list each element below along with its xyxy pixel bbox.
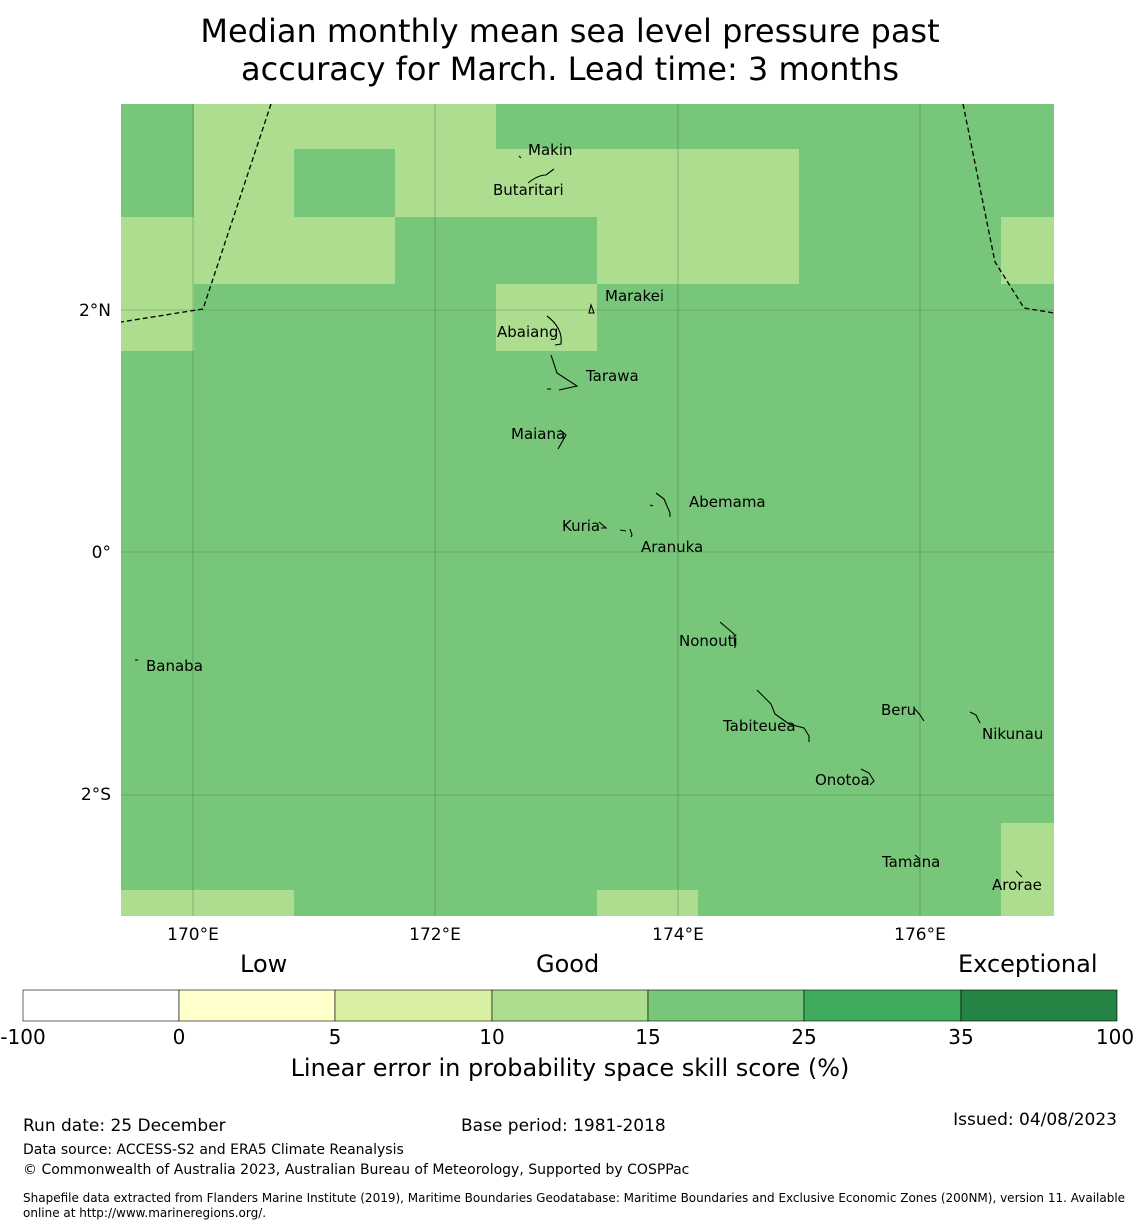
island-outlines: [135, 155, 1023, 878]
place-label: Beru: [881, 701, 916, 719]
lat-label: 0°: [92, 543, 111, 563]
skill-cell: [194, 104, 496, 149]
colorbar-tick: -100: [0, 1025, 46, 1049]
run-date: Run date: 25 December: [23, 1116, 226, 1136]
colorbar-tick: 15: [635, 1025, 661, 1049]
skill-cell: [121, 284, 194, 351]
colorbar-axis-title: Linear error in probability space skill …: [290, 1054, 850, 1082]
colorbar: [22, 989, 1118, 1022]
shapefile-credit: Shapefile data extracted from Flanders M…: [23, 1191, 1126, 1220]
eez-boundary-east: [962, 103, 1055, 314]
place-label: Nikunau: [982, 725, 1043, 743]
base-period: Base period: 1981-2018: [461, 1116, 666, 1136]
colorbar-tick: 5: [328, 1025, 342, 1049]
place-label: Onotoa: [815, 771, 870, 789]
data-source: Data source: ACCESS-S2 and ERA5 Climate …: [23, 1142, 404, 1158]
place-label: Maiana: [511, 425, 565, 443]
place-label: Tarawa: [585, 367, 639, 385]
skill-cell: [1001, 217, 1054, 284]
place-label: Tabiteuea: [722, 717, 796, 735]
lon-label: 172°E: [409, 925, 461, 945]
skill-cell: [1001, 823, 1054, 916]
place-label: Kuria: [562, 517, 600, 535]
lat-label: 2°S: [81, 785, 111, 805]
colorbar-tick: 0: [172, 1025, 186, 1049]
category-label-exceptional: Exceptional: [958, 950, 1098, 978]
skill-cell: [194, 149, 294, 217]
colorbar-tick: 100: [1095, 1025, 1135, 1049]
colorbar-swatch: [647, 989, 805, 1022]
chart-title-line-2: accuracy for March. Lead time: 3 months: [241, 50, 899, 88]
place-label: Tamana: [881, 853, 940, 871]
place-label: Butaritari: [493, 181, 564, 199]
colorbar-swatch: [803, 989, 962, 1022]
colorbar-swatch: [22, 989, 180, 1022]
colorbar-swatch: [334, 989, 493, 1022]
place-label: Abemama: [689, 493, 766, 511]
skill-cell: [395, 149, 799, 217]
place-label: Makin: [528, 141, 573, 159]
lon-label: 174°E: [652, 925, 704, 945]
place-label: Abaiang: [497, 323, 558, 341]
copyright: © Commonwealth of Australia 2023, Austra…: [23, 1162, 690, 1178]
lon-label: 170°E: [167, 925, 219, 945]
skill-cell: [597, 217, 799, 284]
colorbar-tick: 10: [479, 1025, 505, 1049]
colorbar-swatch: [960, 989, 1118, 1022]
place-label: Aranuka: [641, 538, 703, 556]
colorbar-tick: 35: [948, 1025, 974, 1049]
colorbar-swatch: [178, 989, 336, 1022]
gridlines: [121, 104, 1054, 916]
chart-title-line-1: Median monthly mean sea level pressure p…: [200, 12, 940, 50]
skill-cell: [496, 284, 597, 351]
category-label-low: Low: [240, 950, 288, 978]
place-label: Banaba: [146, 657, 203, 675]
skill-cell: [597, 890, 698, 916]
colorbar-tick: 25: [791, 1025, 817, 1049]
issued-date: Issued: 04/08/2023: [953, 1110, 1117, 1130]
category-label-good: Good: [536, 950, 600, 978]
lon-label: 176°E: [894, 925, 946, 945]
place-label: Arorae: [992, 876, 1042, 894]
skill-cell: [121, 890, 294, 916]
place-label: Nonouti: [679, 632, 738, 650]
place-label: Marakei: [605, 287, 664, 305]
lat-label: 2°N: [79, 301, 111, 321]
skill-cell: [121, 217, 395, 284]
colorbar-swatch: [491, 989, 649, 1022]
